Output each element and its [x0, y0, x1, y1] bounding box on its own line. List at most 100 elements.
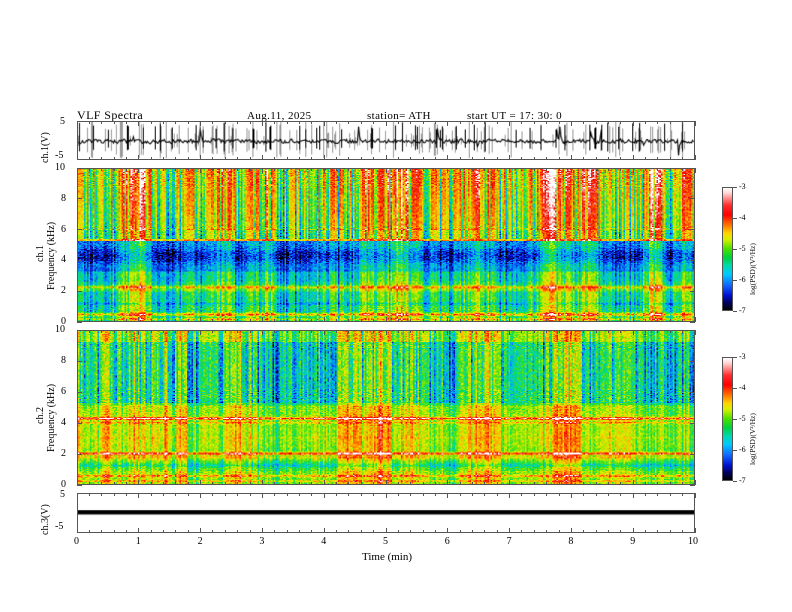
x-tick-mark: [632, 317, 634, 322]
x-tick-mark: [447, 480, 449, 485]
x-minor-tick: [521, 168, 523, 171]
x-minor-tick: [583, 330, 585, 333]
x-minor-tick: [496, 319, 498, 322]
x-minor-tick: [360, 482, 362, 485]
x-tick-mark: [200, 168, 202, 173]
colorbar-tick-label: -5: [739, 414, 746, 423]
x-minor-tick: [669, 121, 671, 124]
x-minor-tick: [249, 530, 251, 533]
x-tick-label: 6: [444, 536, 450, 547]
x-minor-tick: [682, 168, 684, 171]
x-minor-tick: [410, 168, 412, 171]
x-minor-tick: [558, 157, 560, 160]
x-minor-tick: [434, 482, 436, 485]
x-minor-tick: [237, 493, 239, 496]
x-minor-tick: [397, 121, 399, 124]
x-tick-mark: [509, 155, 511, 160]
x-minor-tick: [187, 157, 189, 160]
x-tick-mark: [385, 155, 387, 160]
x-tick-mark: [570, 121, 572, 126]
freq-tick-mark: [77, 321, 82, 323]
x-minor-tick: [669, 168, 671, 171]
x-minor-tick: [546, 482, 548, 485]
x-tick-mark: [694, 480, 696, 485]
x-minor-tick: [459, 157, 461, 160]
x-tick-mark: [694, 317, 696, 322]
x-minor-tick: [125, 493, 127, 496]
x-minor-tick: [175, 493, 177, 496]
x-minor-tick: [484, 319, 486, 322]
x-minor-tick: [558, 330, 560, 333]
x-tick-mark: [138, 493, 140, 498]
x-minor-tick: [595, 530, 597, 533]
x-minor-tick: [224, 330, 226, 333]
x-minor-tick: [620, 493, 622, 496]
freq-tick-mark: [690, 229, 695, 231]
x-minor-tick: [298, 319, 300, 322]
x-minor-tick: [163, 493, 165, 496]
x-minor-tick: [607, 482, 609, 485]
x-minor-tick: [212, 530, 214, 533]
x-minor-tick: [434, 157, 436, 160]
x-minor-tick: [348, 330, 350, 333]
x-tick-mark: [323, 480, 325, 485]
x-tick-mark: [447, 155, 449, 160]
x-minor-tick: [620, 530, 622, 533]
x-minor-tick: [422, 168, 424, 171]
x-minor-tick: [620, 157, 622, 160]
x-tick-mark: [570, 493, 572, 498]
x-tick-mark: [76, 155, 78, 160]
x-minor-tick: [620, 482, 622, 485]
colorbar-tick-mark: [733, 187, 737, 188]
x-minor-tick: [311, 482, 313, 485]
x-minor-tick: [237, 121, 239, 124]
x-minor-tick: [521, 493, 523, 496]
colorbar-tick-label: -4: [739, 213, 746, 222]
x-minor-tick: [311, 168, 313, 171]
ch1-spectrogram-image: [78, 169, 694, 321]
x-minor-tick: [311, 530, 313, 533]
x-minor-tick: [224, 168, 226, 171]
x-minor-tick: [150, 530, 152, 533]
x-tick-mark: [261, 330, 263, 335]
x-tick-mark: [261, 155, 263, 160]
x-tick-mark: [200, 330, 202, 335]
x-minor-tick: [546, 330, 548, 333]
x-minor-tick: [583, 319, 585, 322]
x-minor-tick: [150, 482, 152, 485]
x-minor-tick: [657, 482, 659, 485]
colorbar-tick-mark: [733, 450, 737, 451]
freq-tick-mark: [77, 290, 82, 292]
colorbar-tick-label: -3: [739, 352, 746, 361]
x-minor-tick: [373, 157, 375, 160]
x-minor-tick: [607, 319, 609, 322]
x-minor-tick: [101, 330, 103, 333]
x-minor-tick: [558, 493, 560, 496]
x-minor-tick: [645, 482, 647, 485]
x-minor-tick: [163, 330, 165, 333]
x-minor-tick: [496, 157, 498, 160]
x-tick-mark: [323, 168, 325, 173]
x-minor-tick: [472, 482, 474, 485]
freq-tick-mark: [690, 453, 695, 455]
x-tick-mark: [76, 480, 78, 485]
x-minor-tick: [286, 157, 288, 160]
x-tick-mark: [509, 493, 511, 498]
x-minor-tick: [113, 168, 115, 171]
x-minor-tick: [496, 530, 498, 533]
x-minor-tick: [175, 168, 177, 171]
x-minor-tick: [348, 319, 350, 322]
x-minor-tick: [373, 319, 375, 322]
x-minor-tick: [224, 157, 226, 160]
station-label: station= ATH: [367, 110, 431, 122]
x-tick-mark: [138, 155, 140, 160]
x-minor-tick: [422, 530, 424, 533]
x-tick-mark: [323, 493, 325, 498]
x-minor-tick: [88, 493, 90, 496]
freq-tick-label: 6: [61, 223, 66, 235]
freq-tick-label: 2: [61, 285, 66, 297]
ch1-waveform-panel: [77, 121, 695, 160]
x-tick-mark: [138, 168, 140, 173]
x-minor-tick: [274, 530, 276, 533]
x-minor-tick: [360, 530, 362, 533]
